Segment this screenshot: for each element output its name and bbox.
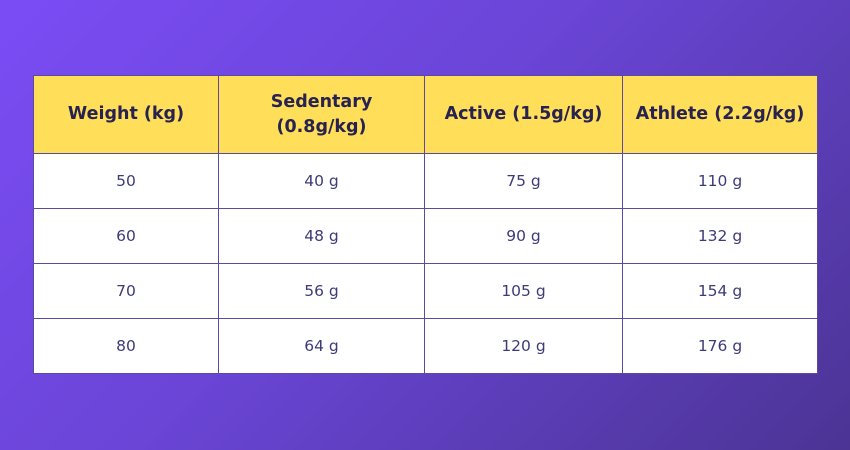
cell-weight: 60 [33,208,219,264]
header-athlete: Athlete (2.2g/kg) [622,75,818,154]
cell-sedentary: 56 g [218,263,425,319]
cell-athlete: 176 g [622,318,818,374]
table-row: 50 40 g 75 g 110 g [33,153,818,209]
cell-weight: 80 [33,318,219,374]
cell-sedentary: 64 g [218,318,425,374]
protein-intake-table: Weight (kg) Sedentary (0.8g/kg) Active (… [33,75,818,374]
table-row: 60 48 g 90 g 132 g [33,208,818,264]
cell-active: 105 g [424,263,623,319]
table-row: 80 64 g 120 g 176 g [33,318,818,374]
header-active: Active (1.5g/kg) [424,75,623,154]
table-header-row: Weight (kg) Sedentary (0.8g/kg) Active (… [33,75,818,154]
cell-active: 90 g [424,208,623,264]
cell-sedentary: 40 g [218,153,425,209]
cell-weight: 50 [33,153,219,209]
cell-weight: 70 [33,263,219,319]
cell-active: 120 g [424,318,623,374]
cell-athlete: 154 g [622,263,818,319]
header-weight: Weight (kg) [33,75,219,154]
cell-active: 75 g [424,153,623,209]
cell-athlete: 132 g [622,208,818,264]
table-row: 70 56 g 105 g 154 g [33,263,818,319]
cell-athlete: 110 g [622,153,818,209]
cell-sedentary: 48 g [218,208,425,264]
header-sedentary: Sedentary (0.8g/kg) [218,75,425,154]
